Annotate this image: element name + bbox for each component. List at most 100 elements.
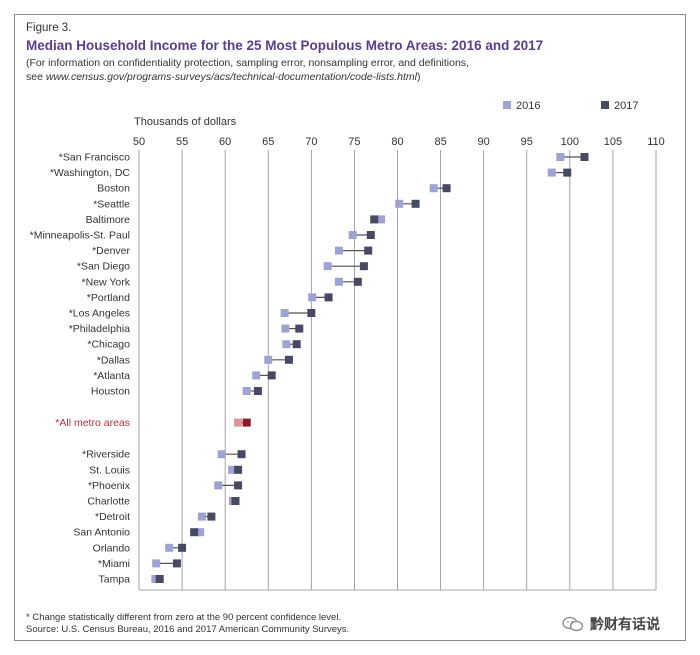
marker-2017 (190, 528, 199, 537)
row-label: *Denver (92, 245, 130, 257)
marker-2017 (353, 277, 362, 286)
row-label: Houston (91, 386, 130, 398)
x-tick-label: 70 (305, 136, 317, 148)
row-label: *Dallas (97, 354, 130, 366)
wechat-icon (562, 616, 584, 632)
footnote: * Change statistically different from ze… (26, 612, 342, 623)
marker-2017 (267, 371, 276, 380)
marker-2016 (334, 246, 343, 255)
marker-2016 (280, 309, 289, 317)
marker-2016 (377, 215, 386, 224)
marker-2017 (178, 543, 187, 552)
marker-2016 (308, 293, 317, 302)
x-tick-label: 80 (391, 136, 403, 148)
marker-2016 (252, 371, 261, 380)
row-label: *Minneapolis-St. Paul (30, 230, 130, 242)
marker-2017 (234, 465, 243, 474)
marker-2016 (334, 277, 343, 286)
subtitle-line-1: (For information on confidentiality prot… (26, 57, 469, 69)
legend-label-2017: 2017 (614, 100, 638, 112)
marker-2017 (442, 184, 451, 193)
row-label: San Antonio (73, 527, 130, 539)
subtitle-url: www.census.gov/programs-surveys/acs/tech… (45, 71, 418, 83)
marker-2017 (172, 559, 181, 568)
x-tick-label: 55 (176, 136, 188, 148)
marker-2017 (580, 153, 589, 161)
marker-2017 (295, 324, 304, 333)
row-label: Baltimore (86, 214, 131, 226)
x-tick-label: 100 (561, 136, 579, 148)
x-tick-label: 60 (219, 136, 231, 148)
marker-2017 (324, 293, 333, 302)
row-label: *Seattle (93, 198, 130, 210)
marker-2017 (207, 512, 216, 521)
x-axis-label: Thousands of dollars (134, 116, 237, 128)
marker-2017 (563, 168, 572, 177)
x-tick-label: 105 (604, 136, 622, 148)
marker-2016 (556, 153, 565, 161)
marker-2017 (292, 340, 301, 349)
row-label: *New York (82, 276, 131, 288)
x-tick-label: 75 (348, 136, 360, 148)
marker-2016 (547, 168, 556, 177)
marker-2016 (323, 262, 332, 271)
marker-2016 (151, 575, 160, 583)
row-label: *Detroit (95, 511, 130, 523)
marker-2016 (234, 418, 243, 427)
row-label: *Philadelphia (69, 323, 130, 335)
legend-swatch-2017 (601, 101, 609, 109)
subtitle-line-2: see www.census.gov/programs-surveys/acs/… (26, 71, 421, 83)
marker-2016 (429, 184, 438, 193)
watermark-text: 黔财有话说 (590, 616, 660, 632)
row-label: Tampa (98, 574, 130, 586)
subtitle-prefix: see (26, 71, 46, 83)
marker-2016 (165, 543, 174, 552)
marker-2016 (196, 528, 205, 537)
x-tick-label: 50 (133, 136, 145, 148)
marker-2016 (264, 355, 273, 364)
figure-label: Figure 3. (26, 22, 72, 34)
row-label: *Miami (98, 558, 130, 570)
source-note: Source: U.S. Census Bureau, 2016 and 201… (26, 624, 350, 635)
marker-2016 (197, 512, 206, 521)
marker-2017 (237, 450, 246, 459)
subtitle-suffix: ) (417, 71, 421, 83)
row-label: *Atlanta (93, 370, 130, 382)
row-label: *Portland (87, 292, 130, 304)
x-tick-label: 85 (434, 136, 446, 148)
row-label: *Los Angeles (69, 308, 130, 320)
marker-2016 (348, 231, 357, 239)
marker-2017 (155, 575, 164, 583)
marker-2016 (395, 199, 404, 208)
row-label: *Chicago (87, 339, 130, 351)
figure-frame (14, 14, 686, 641)
row-label: St. Louis (89, 464, 130, 476)
marker-2017 (253, 387, 262, 395)
marker-2016 (228, 465, 237, 474)
marker-2017 (234, 481, 243, 490)
marker-2016 (282, 340, 291, 349)
marker-2016 (281, 324, 290, 333)
row-label: *Riverside (82, 449, 130, 461)
marker-2017 (307, 309, 316, 317)
row-label: *Washington, DC (50, 167, 131, 179)
marker-2017 (370, 215, 379, 224)
row-label: *San Francisco (59, 152, 130, 164)
marker-2017 (284, 355, 293, 364)
x-tick-label: 90 (478, 136, 490, 148)
marker-2016 (152, 559, 161, 568)
legend-label-2016: 2016 (516, 100, 540, 112)
x-tick-label: 95 (521, 136, 533, 148)
legend-swatch-2016 (503, 101, 511, 109)
x-tick-label: 110 (647, 136, 665, 148)
marker-2017 (242, 418, 251, 427)
marker-2017 (366, 231, 375, 239)
row-label: *Phoenix (88, 480, 131, 492)
marker-2017 (411, 199, 420, 208)
row-label: Boston (97, 183, 130, 195)
marker-2017 (231, 497, 240, 505)
marker-2016 (242, 387, 251, 395)
marker-2016 (217, 450, 226, 459)
row-label: *San Diego (77, 261, 130, 273)
